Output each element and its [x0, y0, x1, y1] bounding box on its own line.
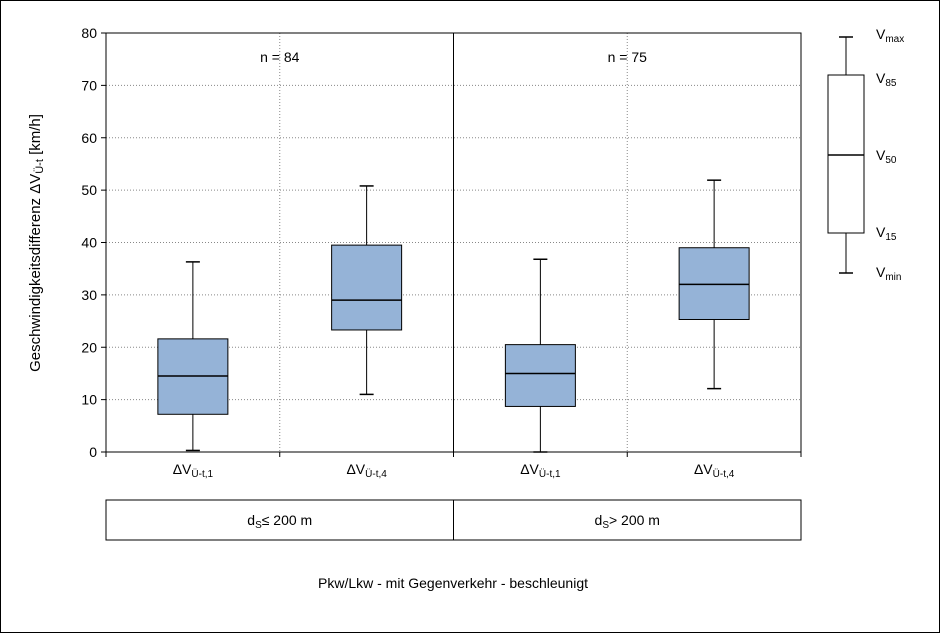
legend-label-median: V50	[876, 147, 897, 166]
legend-label-q85: V85	[876, 70, 897, 89]
y-tick-label: 70	[81, 77, 97, 93]
x-tick-label: ΔVÜ-t,1	[173, 461, 214, 480]
y-tick-label: 80	[81, 25, 97, 41]
box-4	[678, 179, 750, 390]
y-tick-label: 30	[81, 287, 97, 303]
group-label: dS> 200 m	[595, 512, 660, 531]
y-axis-label: Geschwindigkeitsdifferenz ΔVÜ-t [km/h]	[27, 114, 46, 372]
box-body	[331, 244, 403, 331]
box-3	[504, 258, 576, 453]
y-tick-label: 50	[81, 182, 97, 198]
legend-label-q15: V15	[876, 224, 897, 243]
boxes	[157, 179, 750, 453]
axes: 0 10 20 30 40 50 60 70 80 Geschwindigkeitsdiffere…	[27, 25, 802, 460]
y-tick-label: 10	[81, 392, 97, 408]
group-label-box: dS≤ 200 m dS> 200 m	[105, 499, 802, 541]
legend-label-min: Vmin	[876, 264, 901, 283]
box-body	[678, 247, 750, 320]
y-tick-label: 60	[81, 130, 97, 146]
y-tick-label: 0	[89, 444, 97, 460]
n-label: n = 75	[608, 49, 648, 65]
x-tick-label: ΔVÜ-t,4	[694, 461, 735, 480]
box-body	[504, 344, 576, 407]
chart-caption: Pkw/Lkw - mit Gegenverkehr - beschleunig…	[318, 575, 588, 591]
x-tick-label: ΔVÜ-t,4	[346, 461, 387, 480]
labels: n = 84 n = 75 ΔVÜ-t,1 ΔVÜ-t,4 ΔVÜ-t,1 ΔVÜ-t,4	[173, 49, 735, 480]
y-tick-label: 20	[81, 339, 97, 355]
group-label: dS≤ 200 m	[247, 512, 312, 531]
y-tick-label: 40	[81, 235, 97, 251]
legend-box	[827, 74, 865, 234]
box-1	[157, 261, 229, 452]
x-tick-label: ΔVÜ-t,1	[520, 461, 561, 480]
n-label: n = 84	[260, 49, 300, 65]
box-2	[331, 185, 403, 396]
legend: Vmax V85 V50 V15 Vmin	[827, 26, 904, 283]
legend-label-max: Vmax	[876, 26, 904, 45]
